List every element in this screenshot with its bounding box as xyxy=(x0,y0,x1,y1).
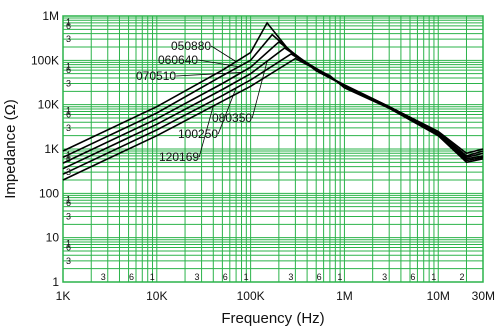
grid xyxy=(63,16,483,282)
y-minor-label: 3 xyxy=(66,34,71,44)
y-tick-label: 1 xyxy=(52,275,59,289)
x-minor-label: 1 xyxy=(244,272,249,282)
y-minor-label: 6 xyxy=(66,21,71,31)
x-minor-label: 6 xyxy=(129,272,134,282)
leader-line xyxy=(217,87,237,135)
series-label-060640: 060640 xyxy=(158,53,198,67)
label-leaders xyxy=(176,45,268,158)
series-label-050880: 050880 xyxy=(171,39,211,53)
y-minor-label: 3 xyxy=(66,256,71,266)
y-minor-label: 1 xyxy=(66,61,71,71)
y-minor-label: 1 xyxy=(66,194,71,204)
x-axis-title: Frequency (Hz) xyxy=(221,310,324,327)
series-label-120169: 120169 xyxy=(159,150,199,164)
leader-line xyxy=(198,59,239,68)
x-tick-label: 1K xyxy=(56,289,71,303)
y-minor-label: 6 xyxy=(66,65,71,75)
x-tick-label: 100K xyxy=(237,289,265,303)
y-minor-label: 3 xyxy=(66,212,71,222)
x-tick-label: 1M xyxy=(336,289,353,303)
y-tick-label: 10K xyxy=(38,98,59,112)
series-line-120169 xyxy=(62,57,484,181)
x-axis-ticks: 1K 10K 100K 1M 10M 30M xyxy=(56,289,495,303)
x-minor-label: 3 xyxy=(288,272,293,282)
y-minor-label: 3 xyxy=(66,167,71,177)
series-lines xyxy=(62,21,484,181)
y-minor-label: 3 xyxy=(66,79,71,89)
y-tick-label: 1M xyxy=(42,9,59,23)
y-minor-label: 6 xyxy=(66,154,71,164)
y-minor-label: 6 xyxy=(66,243,71,253)
y-minor-label: 1 xyxy=(66,17,71,27)
y-tick-label: 1K xyxy=(44,142,59,156)
y-minor-label: 3 xyxy=(66,123,71,133)
x-minor-label: 1 xyxy=(337,272,342,282)
x-minor-labels: 3 6 1 3 6 1 3 6 1 3 6 1 2 xyxy=(101,272,465,282)
leader-line xyxy=(210,45,237,62)
x-minor-label: 2 xyxy=(459,272,464,282)
y-minor-label: 6 xyxy=(66,198,71,208)
x-tick-label: 30M xyxy=(472,289,495,303)
y-tick-label: 100K xyxy=(31,53,59,67)
x-minor-label: 1 xyxy=(431,272,436,282)
y-minor-label: 1 xyxy=(66,239,71,249)
x-minor-label: 6 xyxy=(410,272,415,282)
x-minor-label: 3 xyxy=(382,272,387,282)
x-minor-label: 3 xyxy=(101,272,106,282)
y-minor-label: 6 xyxy=(66,110,71,120)
y-minor-label: 1 xyxy=(66,150,71,160)
y-axis-title: Impedance (Ω) xyxy=(2,99,19,199)
x-minor-label: 6 xyxy=(317,272,322,282)
series-label-100250: 100250 xyxy=(178,127,218,141)
y-minor-label: 1 xyxy=(66,106,71,116)
leader-line xyxy=(251,61,268,119)
x-tick-label: 10K xyxy=(146,289,167,303)
leader-line xyxy=(176,72,242,77)
x-minor-label: 1 xyxy=(150,272,155,282)
series-label-070510: 070510 xyxy=(136,69,176,83)
y-tick-label: 100 xyxy=(39,186,59,200)
leader-line xyxy=(198,105,214,158)
x-minor-label: 6 xyxy=(223,272,228,282)
x-tick-label: 10M xyxy=(427,289,450,303)
x-minor-label: 3 xyxy=(195,272,200,282)
y-axis-ticks: 1 10 100 1K 10K 100K 1M xyxy=(31,9,59,289)
y-tick-label: 10 xyxy=(46,231,60,245)
series-label-080350: 080350 xyxy=(212,111,252,125)
